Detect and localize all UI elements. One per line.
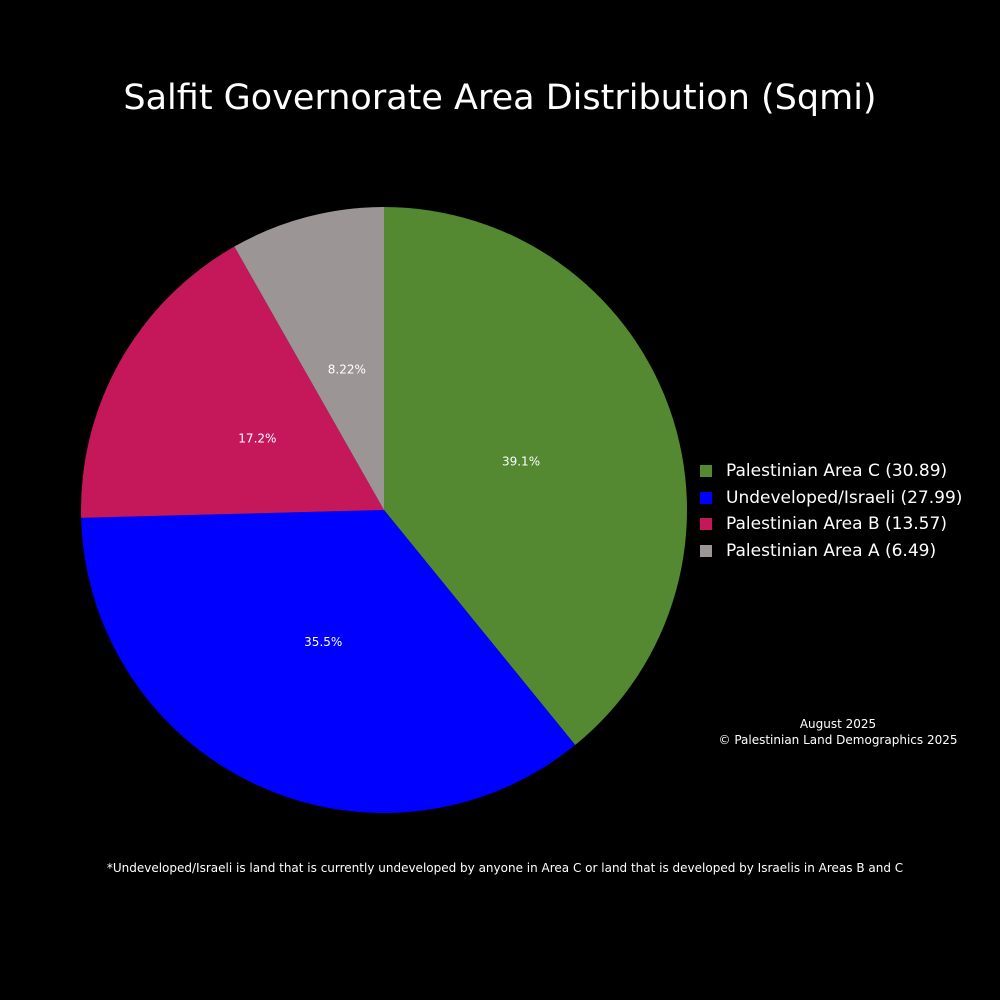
footnote: *Undeveloped/Israeli is land that is cur… [106, 861, 904, 875]
legend-label-area-a: Palestinian Area A (6.49) [726, 540, 937, 561]
pie-slice-label-palestinian-area-b: 17.2% [238, 431, 276, 445]
source-annotation: August 2025 © Palestinian Land Demograph… [708, 716, 968, 748]
pie-slice-undeveloped-israeli[interactable] [81, 510, 576, 813]
legend-label-area-c: Palestinian Area C (30.89) [726, 461, 948, 482]
legend-swatch-area-c [700, 465, 712, 478]
legend-label-undeveloped-israeli: Undeveloped/Israeli (27.99) [726, 487, 963, 508]
legend-label-area-b: Palestinian Area B (13.57) [726, 514, 947, 535]
pie-slice-label-palestinian-area-c: 39.1% [502, 454, 540, 468]
legend-item-undeveloped-israeli[interactable]: Undeveloped/Israeli (27.99) [700, 485, 995, 512]
pie-slice-labels: 39.1% 35.5% 17.2% 8.22% [238, 362, 540, 649]
legend-item-area-b[interactable]: Palestinian Area B (13.57) [700, 511, 995, 538]
legend-item-area-c[interactable]: Palestinian Area C (30.89) [700, 458, 995, 485]
chart-title: Salfit Governorate Area Distribution (Sq… [123, 78, 877, 118]
legend: Palestinian Area C (30.89) Undeveloped/I… [700, 458, 995, 564]
legend-swatch-area-a [700, 544, 712, 557]
annotation-copyright: © Palestinian Land Demographics 2025 [718, 733, 958, 747]
annotation-date: August 2025 [799, 717, 877, 731]
legend-swatch-area-b [700, 518, 712, 531]
legend-swatch-undeveloped-israeli [700, 491, 712, 504]
pie-slice-label-undeveloped-israeli: 35.5% [304, 635, 342, 649]
pie-slice-label-palestinian-area-a: 8.22% [328, 362, 366, 376]
pie-slices [81, 207, 687, 813]
pie-slice-palestinian-area-a[interactable] [234, 207, 384, 510]
pie-slice-palestinian-area-b[interactable] [81, 246, 384, 518]
legend-item-area-a[interactable]: Palestinian Area A (6.49) [700, 538, 995, 565]
pie-slice-palestinian-area-c[interactable] [384, 207, 687, 746]
